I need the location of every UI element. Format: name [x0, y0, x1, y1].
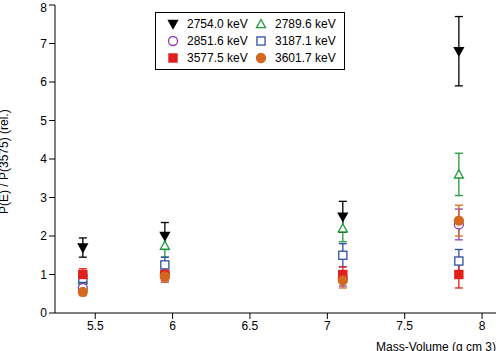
html-text:3601.7 keV: 3601.7 keV [275, 51, 336, 65]
html-text:2789.6 keV: 2789.6 keV [275, 17, 336, 31]
html-text:2851.6 keV: 2851.6 keV [187, 34, 248, 48]
svg-text:6.5: 6.5 [242, 319, 259, 333]
svg-text:0: 0 [40, 306, 47, 320]
svg-text:2: 2 [40, 229, 47, 243]
svg-text:4: 4 [40, 152, 47, 166]
svg-text:8: 8 [40, 1, 47, 15]
html-text:3187.1 keV: 3187.1 keV [275, 34, 336, 48]
svg-text:3: 3 [40, 191, 47, 205]
svg-text:5.5: 5.5 [87, 319, 104, 333]
svg-text:1: 1 [40, 268, 47, 282]
html-text:2754.0 keV: 2754.0 keV [187, 17, 248, 31]
svg-text:8: 8 [479, 319, 486, 333]
svg-text:7: 7 [40, 37, 47, 51]
html-text:3577.5 keV: 3577.5 keV [187, 51, 248, 65]
svg-text:7: 7 [324, 319, 331, 333]
svg-text:P(E) / P(3575) (rel.): P(E) / P(3575) (rel.) [8, 109, 11, 214]
svg-text:Mass-Volume (g cm 3): Mass-Volume (g cm 3) [376, 340, 492, 351]
svg-text:6: 6 [40, 75, 47, 89]
svg-text:5: 5 [40, 114, 47, 128]
svg-text:6: 6 [169, 319, 176, 333]
svg-text:7.5: 7.5 [396, 319, 413, 333]
